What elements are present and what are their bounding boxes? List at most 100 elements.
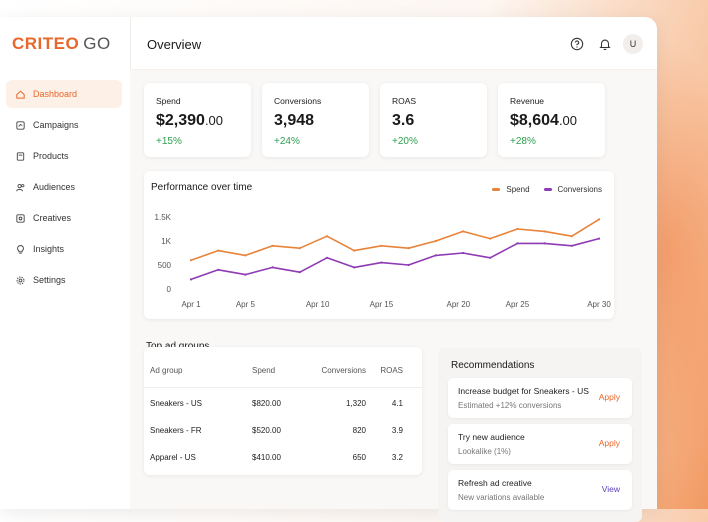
logo: CRITEO GO (12, 34, 111, 54)
y-tick-label: 0 (167, 285, 172, 294)
kpi-value: $8,604.00 (510, 112, 578, 129)
data-point (244, 273, 247, 276)
avatar[interactable]: U (623, 34, 643, 54)
data-point (271, 244, 274, 247)
table-row[interactable]: Sneakers - US $820.00 1,320 4.1 (144, 390, 422, 417)
kpi-card-roas: ROAS 3.6 +20% (380, 83, 487, 157)
y-tick-label: 1.5K (155, 213, 172, 222)
x-tick-label: Apr 25 (506, 300, 530, 309)
x-tick-label: Apr 10 (306, 300, 330, 309)
column-header: ROAS (380, 365, 403, 375)
data-point (516, 242, 519, 245)
sidebar-item-dashboard[interactable]: Dashboard (6, 80, 122, 108)
brand-suffix: GO (83, 34, 111, 53)
sidebar-item-label: Campaigns (33, 120, 79, 130)
chart-legend: Spend Conversions (478, 185, 602, 194)
sidebar-item-label: Creatives (33, 213, 72, 223)
recommendation-title: Try new audience (458, 432, 525, 442)
cell-roas: 4.1 (391, 399, 403, 408)
kpi-change: +24% (274, 136, 300, 147)
sidebar-item-label: Insights (33, 244, 65, 254)
column-header: Spend (252, 365, 276, 375)
recommendation-subtitle: Estimated +12% conversions (458, 401, 562, 410)
main-content: Spend $2,390.00 +15% Conversions 3,948 +… (130, 70, 657, 522)
sidebar-item-products[interactable]: Products (6, 142, 122, 170)
table-row[interactable]: Apparel - US $410.00 650 3.2 (144, 444, 422, 471)
box-icon (14, 150, 26, 162)
kpi-value: $2,390.00 (156, 112, 224, 129)
cell-conversions: 650 (352, 453, 366, 462)
bell-icon[interactable] (595, 34, 615, 54)
recommendation-item: Try new audience Lookalike (1%) Apply (448, 424, 632, 464)
y-tick-label: 1K (161, 237, 171, 246)
data-point (380, 244, 383, 247)
kpi-value: 3.6 (392, 112, 415, 129)
top-ad-groups-table: Ad group Spend Conversions ROAS Sneakers… (144, 347, 422, 475)
recommendation-item: Increase budget for Sneakers - US Estima… (448, 378, 632, 418)
y-tick-label: 500 (158, 261, 172, 270)
sidebar-item-settings[interactable]: Settings (6, 266, 122, 294)
kpi-card-conversions: Conversions 3,948 +24% (262, 83, 369, 157)
gear-icon (14, 274, 26, 286)
table-header: Ad group Spend Conversions ROAS (144, 353, 422, 388)
image-icon (14, 212, 26, 224)
cell-ad-group: Sneakers - FR (150, 426, 202, 435)
recommendations-panel: Recommendations Increase budget for Snea… (438, 348, 642, 522)
x-tick-label: Apr 20 (447, 300, 471, 309)
cell-roas: 3.9 (391, 426, 403, 435)
sidebar-item-label: Dashboard (33, 89, 78, 99)
sidebar-item-campaigns[interactable]: Campaigns (6, 111, 122, 139)
cell-roas: 3.2 (391, 453, 403, 462)
sidebar-item-label: Products (33, 151, 69, 161)
series-line-conversions (190, 237, 600, 281)
legend-item-spend: Spend (492, 185, 530, 194)
data-point (244, 254, 247, 257)
help-icon[interactable] (567, 34, 587, 54)
sidebar: CRITEO GO Dashboard Campaigns Products Au… (0, 17, 131, 509)
column-header: Conversions (321, 365, 366, 375)
data-point (217, 249, 220, 252)
brand-name: CRITEO (12, 34, 80, 53)
topbar: Overview U (130, 17, 657, 70)
data-point (298, 271, 301, 274)
sidebar-item-insights[interactable]: Insights (6, 235, 122, 263)
kpi-value: 3,948 (274, 112, 315, 129)
data-point (543, 242, 546, 245)
apply-button[interactable]: Apply (598, 392, 620, 402)
sidebar-item-creatives[interactable]: Creatives (6, 204, 122, 232)
kpi-card-spend: Spend $2,390.00 +15% (144, 83, 251, 157)
bulb-icon (14, 243, 26, 255)
kpi-label: Revenue (510, 96, 545, 106)
cell-ad-group: Apparel - US (150, 453, 196, 462)
users-icon (14, 181, 26, 193)
data-point (189, 278, 193, 281)
kpi-label: Spend (156, 96, 181, 106)
kpi-label: ROAS (392, 96, 417, 106)
kpi-change: +28% (510, 136, 536, 147)
data-point (407, 247, 410, 250)
data-point (570, 235, 573, 238)
view-button[interactable]: View (601, 484, 620, 494)
sidebar-item-audiences[interactable]: Audiences (6, 173, 122, 201)
data-point (325, 256, 329, 259)
table-row[interactable]: Sneakers - FR $520.00 820 3.9 (144, 417, 422, 444)
x-tick-label: Apr 30 (587, 300, 611, 309)
x-tick-label: Apr 15 (370, 300, 394, 309)
campaigns-icon (14, 119, 26, 131)
apply-button[interactable]: Apply (598, 438, 620, 448)
data-point (353, 249, 356, 252)
home-icon (14, 88, 26, 100)
data-point (570, 244, 573, 247)
kpi-label: Conversions (274, 96, 322, 106)
data-point (461, 230, 465, 233)
performance-title: Performance over time (151, 182, 253, 193)
performance-chart: 0 500 1K 1.5K Apr 1 Apr 5 Apr 10 Apr 15 Apr 20 Ap… (155, 213, 612, 309)
data-point (271, 266, 274, 269)
column-header: Ad group (150, 365, 183, 375)
cell-spend: $410.00 (252, 453, 281, 462)
data-point (298, 247, 301, 250)
data-point (461, 251, 465, 255)
kpi-change: +15% (156, 136, 182, 147)
cell-spend: $520.00 (252, 426, 281, 435)
kpi-change: +20% (392, 136, 418, 147)
